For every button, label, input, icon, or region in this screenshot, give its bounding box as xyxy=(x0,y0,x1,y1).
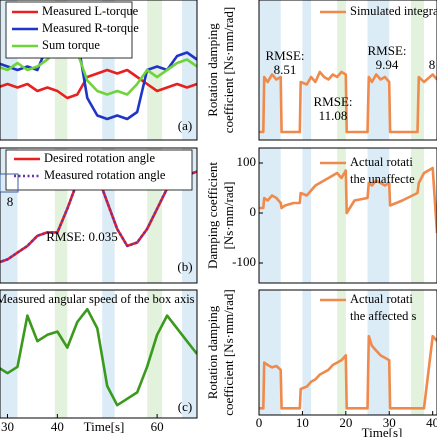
x-tick-label: 30 xyxy=(383,415,396,430)
x-tick-label: 20 xyxy=(339,415,352,430)
shaded-interval xyxy=(337,290,346,415)
shaded-interval xyxy=(54,290,68,418)
shaded-interval xyxy=(259,148,281,283)
y-axis-label: Rotation damping xyxy=(205,23,220,117)
plot-area xyxy=(259,290,437,415)
y-axis-label: coefficient [Ns·mm/rad] xyxy=(221,289,236,415)
plot-area xyxy=(259,148,437,283)
annotation: 8 xyxy=(429,57,436,72)
legend-label: Measured L-torque xyxy=(42,4,139,18)
x-tick-label: 0 xyxy=(256,415,263,430)
annotation: 9.94 xyxy=(376,57,399,72)
panel-label: (a) xyxy=(178,118,192,133)
legend-box xyxy=(5,149,193,191)
shaded-interval xyxy=(337,148,346,283)
panel-label: (c) xyxy=(178,399,192,414)
shaded-interval xyxy=(367,0,390,140)
shaded-interval xyxy=(182,290,197,418)
series-line xyxy=(259,166,437,234)
shaded-interval xyxy=(410,290,424,415)
x-tick-label: 40 xyxy=(426,415,437,430)
x-axis-label: Time[s] xyxy=(84,419,125,434)
shaded-interval xyxy=(302,0,312,140)
annotation: 8.51 xyxy=(274,62,297,77)
annotation: RMSE: xyxy=(367,43,406,58)
shaded-interval xyxy=(337,0,346,140)
axes-frame xyxy=(258,0,437,141)
legend-label: Actual rotati xyxy=(350,292,413,306)
annotation: 11.08 xyxy=(319,108,348,123)
y-tick-label: 100 xyxy=(237,154,257,169)
shaded-interval xyxy=(147,0,163,140)
axes-frame xyxy=(258,147,437,284)
shaded-interval xyxy=(102,290,115,418)
y-axis-label: coefficient [Ns·mm/rad] xyxy=(221,7,236,133)
shaded-interval xyxy=(302,148,312,283)
y-axis-label: Damping coefficient xyxy=(205,162,220,269)
annotation: RMSE: xyxy=(265,48,304,63)
shaded-interval xyxy=(182,0,197,140)
x-axis-label: Time[s] xyxy=(362,425,403,437)
series-line xyxy=(0,307,197,407)
annotation: RMSE: xyxy=(313,94,352,109)
inset-box xyxy=(0,173,19,193)
shaded-interval xyxy=(302,290,312,415)
x-tick-label: 40 xyxy=(51,419,64,434)
annotation: RMSE: 0.035 xyxy=(46,229,118,244)
shaded-interval xyxy=(367,148,390,283)
legend-label: Measured R-torque xyxy=(42,21,139,35)
legend-label: Simulated integra xyxy=(350,4,437,18)
series-line xyxy=(259,70,437,134)
legend-label: Desired rotation angle xyxy=(44,151,156,165)
series-line xyxy=(259,334,437,410)
shaded-interval xyxy=(410,148,424,283)
series-line xyxy=(0,68,197,100)
shaded-interval xyxy=(0,290,18,418)
y-axis-label: Rotation damping xyxy=(205,305,220,399)
panel-label: (b) xyxy=(177,259,192,274)
y-axis-label: [Ns·mm/rad] xyxy=(221,182,236,250)
legend-label: Sum torque xyxy=(42,38,100,52)
x-tick-label: 60 xyxy=(151,419,164,434)
axes-frame xyxy=(0,289,198,419)
annotation: 8 xyxy=(7,194,14,209)
legend-label: Measured rotation angle xyxy=(44,168,166,182)
legend-label: Actual rotati xyxy=(350,155,413,169)
legend-label: the affected s xyxy=(350,309,417,323)
shaded-interval xyxy=(147,290,163,418)
x-tick-label: 10 xyxy=(296,415,309,430)
plot-area xyxy=(259,0,437,140)
y-tick-label: 0 xyxy=(250,204,257,219)
series-line xyxy=(0,47,197,96)
legend-label: Measured angular speed of the box axis xyxy=(0,292,195,306)
x-tick-label: 30 xyxy=(1,419,14,434)
axes-frame xyxy=(0,0,198,141)
shaded-interval xyxy=(410,0,424,140)
axes-frame xyxy=(0,147,198,284)
legend-label: the unaffecte xyxy=(350,172,415,186)
y-tick-label: -100 xyxy=(232,254,256,269)
plot-area xyxy=(0,290,197,418)
axes-frame xyxy=(258,289,437,416)
